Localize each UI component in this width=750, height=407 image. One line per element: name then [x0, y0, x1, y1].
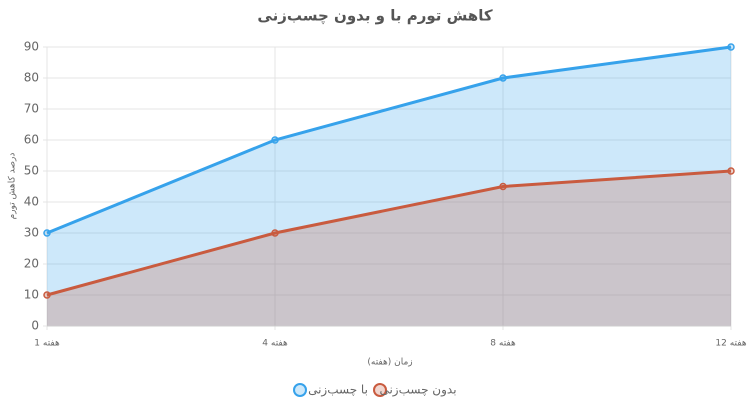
y-tick-label: 50: [24, 164, 39, 178]
y-tick-label: 70: [24, 102, 39, 116]
y-tick-label: 20: [24, 257, 39, 271]
point: [727, 167, 735, 175]
legend-label: بدون چسب‌زنی: [379, 383, 456, 398]
x-tick-label: هفته 4: [262, 339, 288, 349]
point: [43, 229, 51, 237]
x-axis-title: زمان (هفته): [367, 358, 412, 368]
x-tick-label: هفته 8: [490, 339, 516, 349]
point: [271, 229, 279, 237]
legend-label: با چسب‌زنی: [308, 383, 368, 398]
area: [47, 171, 731, 326]
point: [43, 291, 51, 299]
point: [499, 182, 507, 191]
y-axis-title: درصد کاهش تورم: [8, 153, 18, 220]
point: [271, 136, 279, 144]
point: [499, 74, 507, 82]
x-tick-label: هفته 1: [34, 339, 60, 349]
legend-swatch: [373, 383, 387, 397]
x-tick-label: هفته 12: [715, 339, 746, 349]
legend-swatch: [293, 383, 307, 397]
chart-title: کاهش تورم با و بدون چسب‌زنی: [257, 7, 492, 26]
line: [46, 45, 732, 235]
y-tick-label: 60: [24, 133, 39, 147]
line: [46, 169, 732, 297]
y-tick-label: 90: [24, 40, 39, 54]
y-tick-label: 10: [24, 288, 39, 302]
y-tick-label: 40: [24, 195, 39, 209]
y-tick-label: 0: [31, 319, 39, 333]
area: [47, 47, 731, 326]
y-tick-label: 30: [24, 226, 39, 240]
y-tick-label: 80: [24, 71, 39, 85]
point: [727, 43, 735, 51]
